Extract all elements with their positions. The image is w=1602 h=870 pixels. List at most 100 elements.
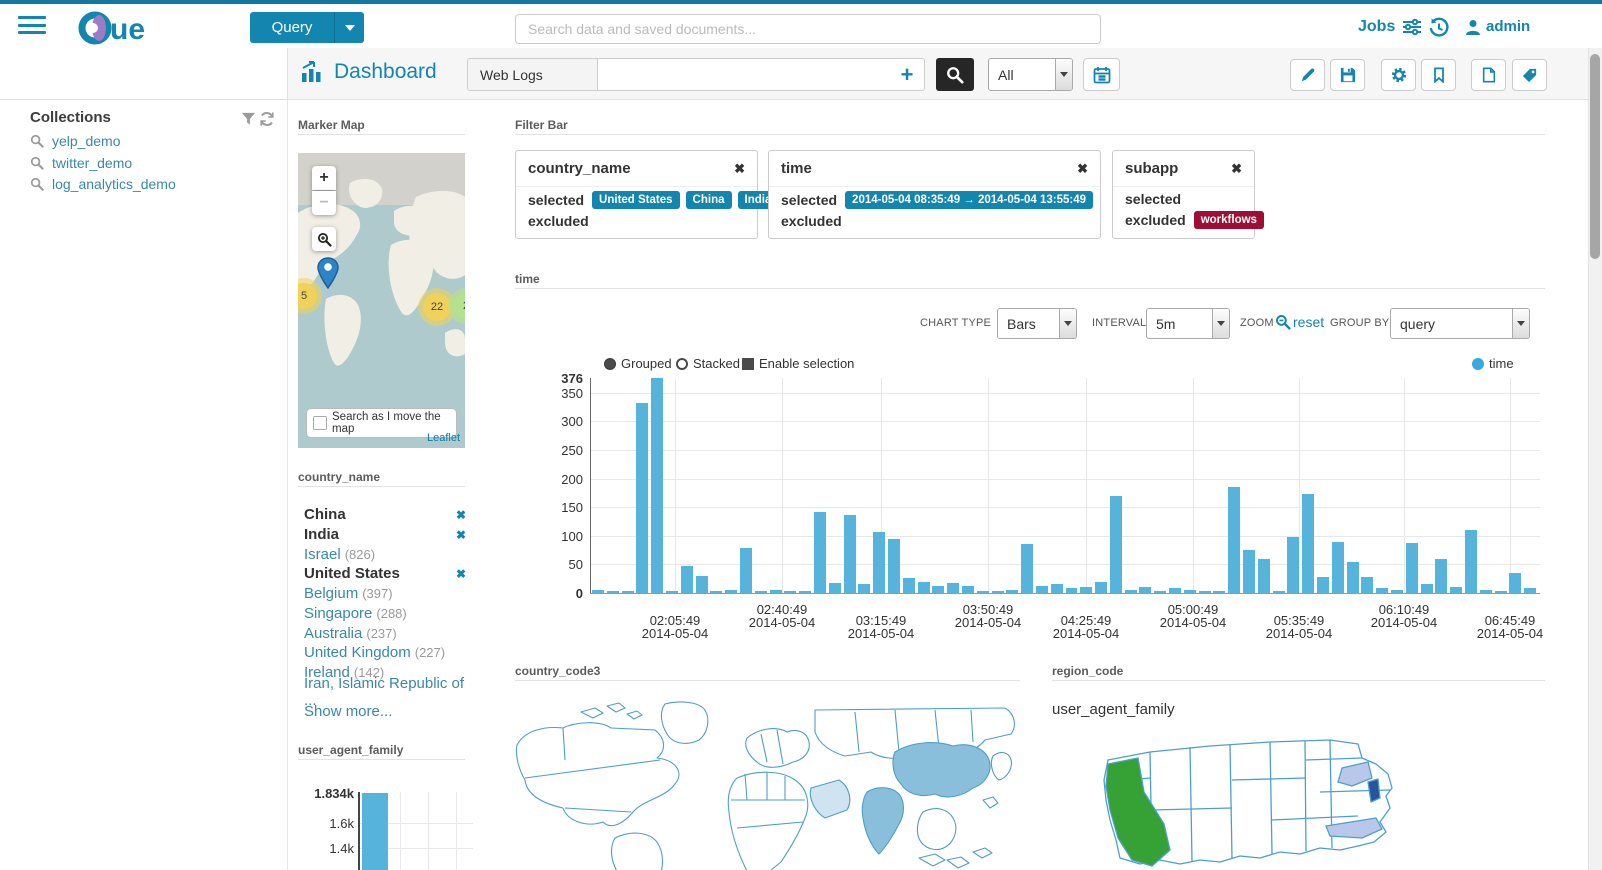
bar[interactable] (1450, 587, 1463, 593)
bar[interactable] (1435, 558, 1448, 593)
bar[interactable] (1524, 588, 1537, 593)
close-icon[interactable]: ✖ (734, 160, 745, 176)
bar[interactable] (828, 582, 841, 593)
bar[interactable] (1021, 544, 1034, 593)
bar[interactable] (917, 582, 930, 593)
bar[interactable] (1361, 576, 1374, 593)
collection-item[interactable]: yelp_demo (30, 133, 121, 149)
global-search-input[interactable] (515, 14, 1101, 44)
bar[interactable] (813, 511, 826, 593)
bar[interactable] (1124, 590, 1137, 593)
bar[interactable] (665, 591, 678, 593)
bar[interactable] (799, 591, 812, 593)
group-by-select[interactable]: query (1390, 308, 1530, 339)
facet-item[interactable]: Israel (826) (304, 544, 466, 564)
dashboard-search-button[interactable] (936, 58, 974, 91)
facet-label[interactable]: United Kingdom (304, 644, 411, 662)
selected-value-pill[interactable]: 2014-05-04 08:35:49 → 2014-05-04 13:55:4… (845, 191, 1094, 209)
zoom-reset-link[interactable]: reset (1293, 314, 1325, 330)
refresh-icon[interactable] (259, 111, 275, 127)
bar[interactable] (680, 565, 693, 593)
bar[interactable] (1331, 541, 1344, 593)
bar[interactable] (1080, 587, 1093, 593)
bar[interactable] (1035, 586, 1048, 593)
filter-icon[interactable] (241, 111, 256, 126)
jobs-link[interactable]: Jobs (1358, 18, 1422, 36)
bar[interactable] (1243, 550, 1256, 593)
query-split-button[interactable]: Query (250, 12, 364, 43)
settings-button[interactable] (1381, 59, 1416, 91)
facet-item[interactable]: Ireland (142) (304, 663, 466, 683)
bookmark-button[interactable] (1421, 59, 1456, 91)
excluded-value-pill[interactable]: workflows (1193, 211, 1264, 229)
tags-button[interactable] (1512, 59, 1547, 91)
bar[interactable] (636, 402, 649, 593)
time-bar-chart[interactable]: 0 50 100 150 200 250 300 350 376 02:05:49 2014-05-… (515, 370, 1555, 650)
bar[interactable] (887, 539, 900, 593)
bar[interactable] (1169, 588, 1182, 593)
map-search-checkbox[interactable] (313, 416, 327, 430)
facet-item[interactable]: Show more... (304, 702, 466, 722)
bar[interactable] (1213, 591, 1226, 593)
bar[interactable] (1154, 591, 1167, 593)
us-map[interactable] (1090, 730, 1430, 870)
facet-item[interactable]: Belgium (397) (304, 584, 466, 604)
facet-label[interactable]: Show more... (304, 703, 393, 721)
bar[interactable] (1405, 542, 1418, 593)
stacked-radio[interactable] (676, 357, 688, 370)
bar[interactable] (1050, 583, 1063, 593)
bar[interactable] (1391, 589, 1404, 593)
marker-cluster[interactable]: 2 (448, 288, 465, 324)
bar[interactable] (1479, 590, 1492, 593)
bar[interactable] (1465, 530, 1477, 593)
bar[interactable] (784, 591, 797, 593)
bar[interactable] (932, 586, 945, 593)
bar[interactable] (695, 576, 708, 593)
facet-label[interactable]: Singapore (304, 604, 373, 622)
facet-label[interactable]: Israel (304, 545, 341, 563)
bar[interactable] (991, 591, 1004, 593)
bar[interactable] (1317, 576, 1330, 593)
facet-item[interactable]: United States ✖ (304, 564, 466, 584)
bar[interactable] (754, 591, 767, 593)
bar[interactable] (843, 514, 856, 593)
grouped-radio[interactable] (604, 357, 616, 370)
facet-label[interactable]: Australia (304, 624, 363, 642)
query-button-label[interactable]: Query (271, 19, 313, 36)
legend-stacked[interactable]: Stacked (676, 356, 740, 371)
bar[interactable] (1346, 561, 1359, 593)
history-icon[interactable] (1428, 17, 1450, 39)
facet-item[interactable]: Australia (237) (304, 623, 466, 643)
interval-select[interactable]: 5m (1146, 308, 1230, 339)
bar[interactable] (725, 590, 738, 593)
collection-name-box[interactable]: Web Logs (467, 58, 598, 91)
dashboard-query-input[interactable] (598, 59, 890, 90)
bar[interactable] (769, 590, 782, 593)
edit-button[interactable] (1290, 59, 1325, 91)
marker-map[interactable]: 5 22 2 + − (298, 153, 465, 448)
bar[interactable] (1272, 591, 1285, 593)
facet-label[interactable]: Iran, Islamic Republic of ... (304, 675, 465, 710)
legend-enable-selection[interactable]: Enable selection (742, 356, 854, 371)
close-icon[interactable]: ✖ (455, 566, 466, 581)
bar[interactable] (1006, 589, 1019, 593)
bar[interactable] (1065, 588, 1078, 593)
save-button[interactable] (1330, 59, 1365, 91)
bar[interactable] (621, 591, 634, 593)
bar[interactable] (651, 378, 664, 593)
zoom-out-icon[interactable] (1275, 314, 1291, 330)
selected-value-pill[interactable]: United States (592, 191, 680, 209)
close-icon[interactable]: ✖ (1077, 160, 1088, 176)
leaflet-attribution[interactable]: Leaflet (427, 432, 461, 444)
pin-icon[interactable] (316, 257, 340, 289)
bar[interactable] (1139, 587, 1152, 593)
close-icon[interactable]: ✖ (455, 527, 466, 542)
hamburger-icon[interactable] (18, 16, 46, 36)
bar[interactable] (1509, 572, 1522, 593)
bar[interactable] (1302, 493, 1315, 593)
bar[interactable] (1494, 591, 1507, 593)
facet-item[interactable]: India ✖ (304, 525, 466, 545)
bar[interactable] (976, 591, 989, 593)
bar[interactable] (1287, 536, 1300, 593)
new-document-button[interactable] (1471, 59, 1506, 91)
